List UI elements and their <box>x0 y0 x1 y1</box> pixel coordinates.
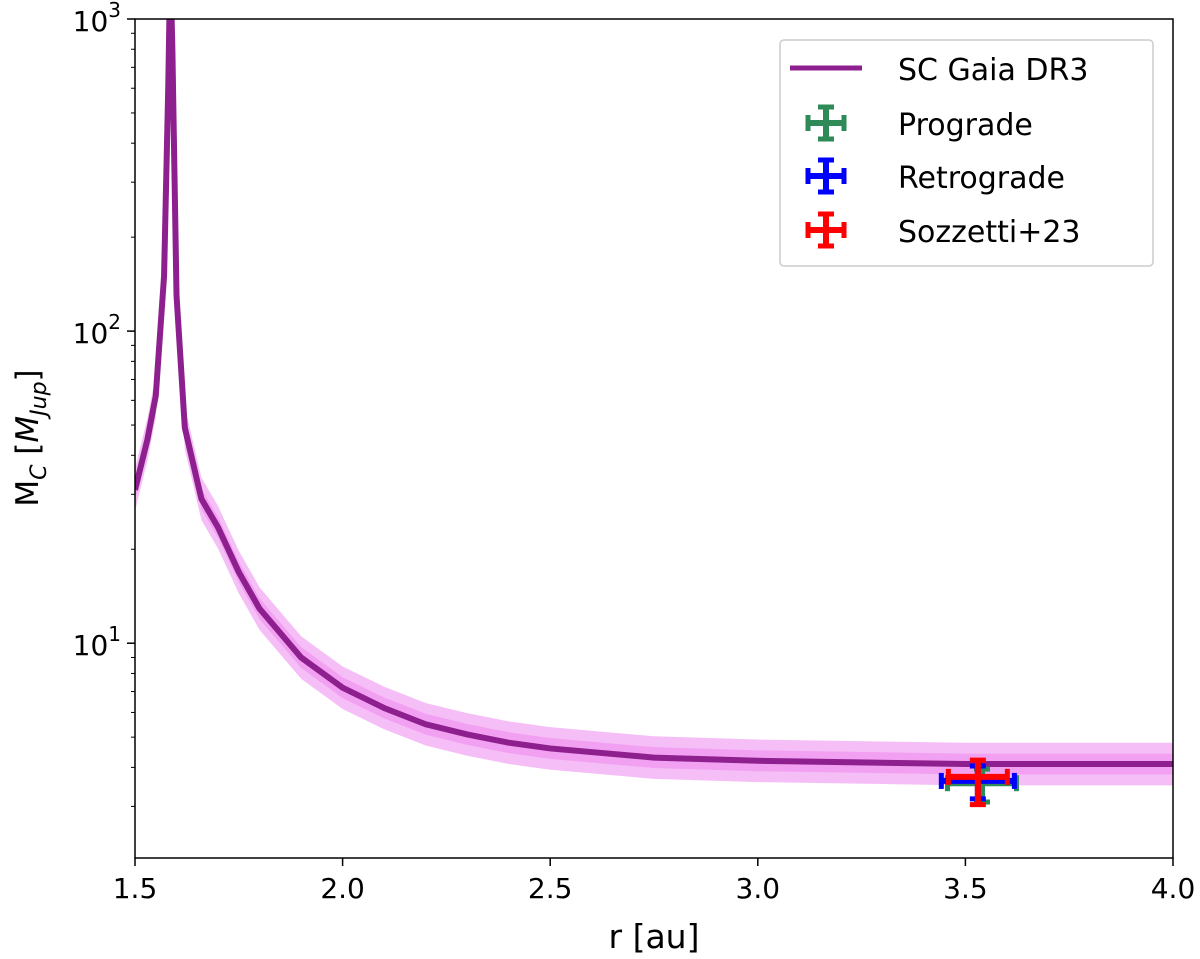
legend-marker-point-sozzetti-23 <box>805 211 847 249</box>
legend-label-curve: SC Gaia DR3 <box>898 53 1088 88</box>
x-tick-label: 3.0 <box>736 872 781 905</box>
legend-label-retrograde: Retrograde <box>898 161 1065 196</box>
x-tick-label: 3.5 <box>943 872 988 905</box>
x-tick-label: 2.5 <box>528 872 573 905</box>
y-axis-label: MC [MJup] <box>10 369 52 506</box>
legend-marker-point-prograde <box>805 104 847 142</box>
y-tick-label: 103 <box>73 0 121 38</box>
data-points <box>938 757 1019 808</box>
curve-path <box>135 19 1173 768</box>
x-tick-label: 2.0 <box>320 872 365 905</box>
x-tick-label: 4.0 <box>1151 872 1196 905</box>
y-tick-exponent: 1 <box>108 622 121 646</box>
y-tick-label: 102 <box>73 310 121 350</box>
legend-label-prograde: Prograde <box>898 108 1033 143</box>
point-sozzetti-23 <box>945 757 1010 808</box>
curve-line <box>135 19 1173 768</box>
y-tick-base: 10 <box>73 629 109 662</box>
legend-box <box>779 39 1154 267</box>
x-axis-label: r [au] <box>609 917 700 955</box>
plot-frame <box>134 18 1174 859</box>
y-tick-exponent: 2 <box>108 310 121 334</box>
y-tick-label: 101 <box>73 622 121 662</box>
legend-marker-point-retrograde <box>805 157 847 195</box>
legend-label-sozzetti: Sozzetti+23 <box>898 215 1081 250</box>
y-tick-exponent: 3 <box>108 0 121 22</box>
y-tick-base: 10 <box>73 317 109 350</box>
x-tick-label: 1.5 <box>113 872 158 905</box>
y-tick-base: 10 <box>73 5 109 38</box>
x-axis: 1.5 2.0 2.5 3.0 3.5 4.0 <box>113 858 1196 905</box>
legend: SC Gaia DR3 Prograde Retrograde Sozzetti… <box>779 39 1154 267</box>
